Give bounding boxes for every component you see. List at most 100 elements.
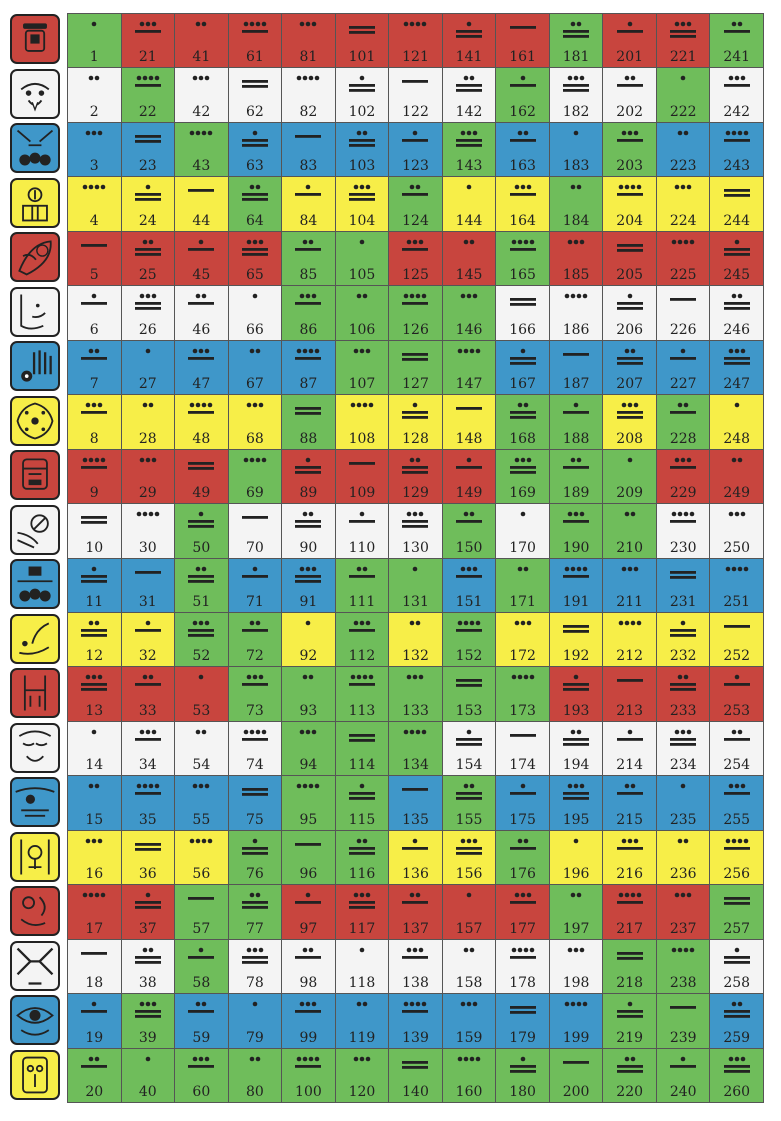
numeral-dot <box>306 729 311 735</box>
numeral-dot <box>353 348 359 353</box>
numeral-dot <box>88 348 94 353</box>
day-cell: 10 <box>68 504 122 559</box>
numeral-dot <box>457 1056 463 1061</box>
day-number: 168 <box>509 430 536 447</box>
numeral-dot <box>249 185 255 190</box>
day-cell: 176 <box>496 830 550 886</box>
day-cell: 260 <box>710 1048 764 1103</box>
mayan-numeral <box>460 293 478 299</box>
mayan-numeral <box>348 26 375 34</box>
numeral-dot <box>674 21 680 27</box>
day-number-grid: 1 21 41 61 81 101 121 141 161 181 201 221 241 2 22 42 62… <box>67 13 764 1103</box>
numeral-dot <box>683 402 689 408</box>
numeral-dot <box>148 402 154 408</box>
numeral-dot <box>139 457 145 462</box>
numeral-bar <box>509 26 536 29</box>
numeral-dot <box>359 1056 365 1061</box>
numeral-dot <box>306 21 311 27</box>
numeral-bar <box>81 1064 108 1068</box>
numeral-dot <box>145 21 151 27</box>
mayan-numeral <box>509 26 536 29</box>
mayan-numeral <box>145 1056 151 1061</box>
numeral-dot <box>297 1056 302 1061</box>
day-number: 141 <box>455 49 483 66</box>
mayan-numeral <box>402 947 429 959</box>
numeral-dot <box>419 675 424 680</box>
day-cell: 112 <box>335 612 390 668</box>
day-number: 95 <box>299 811 318 828</box>
day-cell: 164 <box>496 177 550 232</box>
mayan-numeral <box>674 185 692 190</box>
mayan-numeral <box>563 76 590 93</box>
day-number: 98 <box>299 975 318 992</box>
numeral-dot <box>410 892 415 898</box>
mayan-numeral <box>193 76 210 81</box>
numeral-dot <box>520 76 525 81</box>
mayan-numeral <box>511 675 534 680</box>
day-cell: 45 <box>175 231 229 287</box>
numeral-dot <box>576 566 582 571</box>
day-sign-14-icon <box>10 722 60 773</box>
numeral-dot <box>734 76 740 81</box>
numeral-dot <box>630 620 635 626</box>
day-number: 216 <box>616 866 644 883</box>
day-cell: 71 <box>228 558 283 613</box>
numeral-bar <box>241 628 268 632</box>
day-number: 220 <box>616 1084 644 1100</box>
day-number: 249 <box>723 485 751 502</box>
day-number: 111 <box>348 593 376 610</box>
numeral-dot <box>728 783 734 789</box>
numeral-dot <box>258 947 264 952</box>
numeral-dot <box>680 21 686 27</box>
day-cell: 129 <box>389 449 443 505</box>
numeral-dot <box>466 130 472 136</box>
mayan-numeral <box>359 239 365 245</box>
day-cell: 149 <box>442 449 497 505</box>
numeral-dot <box>243 729 249 735</box>
numeral-dot <box>621 130 626 136</box>
day-number: 248 <box>723 430 751 447</box>
numeral-bar <box>241 846 268 850</box>
numeral-dot <box>633 838 638 844</box>
numeral-dot <box>740 783 746 789</box>
mayan-numeral <box>670 675 697 692</box>
numeral-dot <box>734 675 740 680</box>
numeral-dot <box>249 348 255 353</box>
numeral-dot <box>460 1001 466 1007</box>
numeral-dot <box>627 457 632 462</box>
numeral-dot <box>686 892 692 898</box>
numeral-dot <box>416 892 421 898</box>
mayan-numeral <box>295 947 322 959</box>
numeral-dot <box>573 76 579 81</box>
mayan-numeral <box>303 675 314 680</box>
day-number: 119 <box>348 1029 376 1046</box>
numeral-dot <box>97 402 103 408</box>
day-number: 255 <box>723 811 751 828</box>
numeral-dot <box>475 348 481 353</box>
mayan-numeral <box>567 947 585 952</box>
day-number: 206 <box>616 321 644 338</box>
numeral-bar <box>509 298 536 302</box>
numeral-dot <box>618 892 623 898</box>
mayan-numeral <box>81 243 108 247</box>
mayan-numeral <box>402 293 429 306</box>
numeral-dot <box>463 620 469 626</box>
numeral-dot <box>252 130 258 136</box>
numeral-bar <box>81 243 108 247</box>
numeral-bar <box>670 742 697 746</box>
numeral-bar <box>241 906 268 909</box>
numeral-bar <box>241 247 268 251</box>
numeral-bar <box>563 84 590 88</box>
numeral-bar <box>670 575 697 579</box>
day-cell: 191 <box>549 558 604 613</box>
mayan-numeral <box>348 620 375 632</box>
numeral-dot <box>630 892 635 898</box>
numeral-dot <box>249 21 255 27</box>
numeral-dot <box>199 675 204 680</box>
day-cell: 208 <box>603 395 657 450</box>
numeral-dot <box>142 675 148 680</box>
day-number: 254 <box>723 757 751 774</box>
numeral-bar <box>134 960 161 964</box>
numeral-dot <box>618 620 623 626</box>
numeral-dot <box>362 293 368 299</box>
